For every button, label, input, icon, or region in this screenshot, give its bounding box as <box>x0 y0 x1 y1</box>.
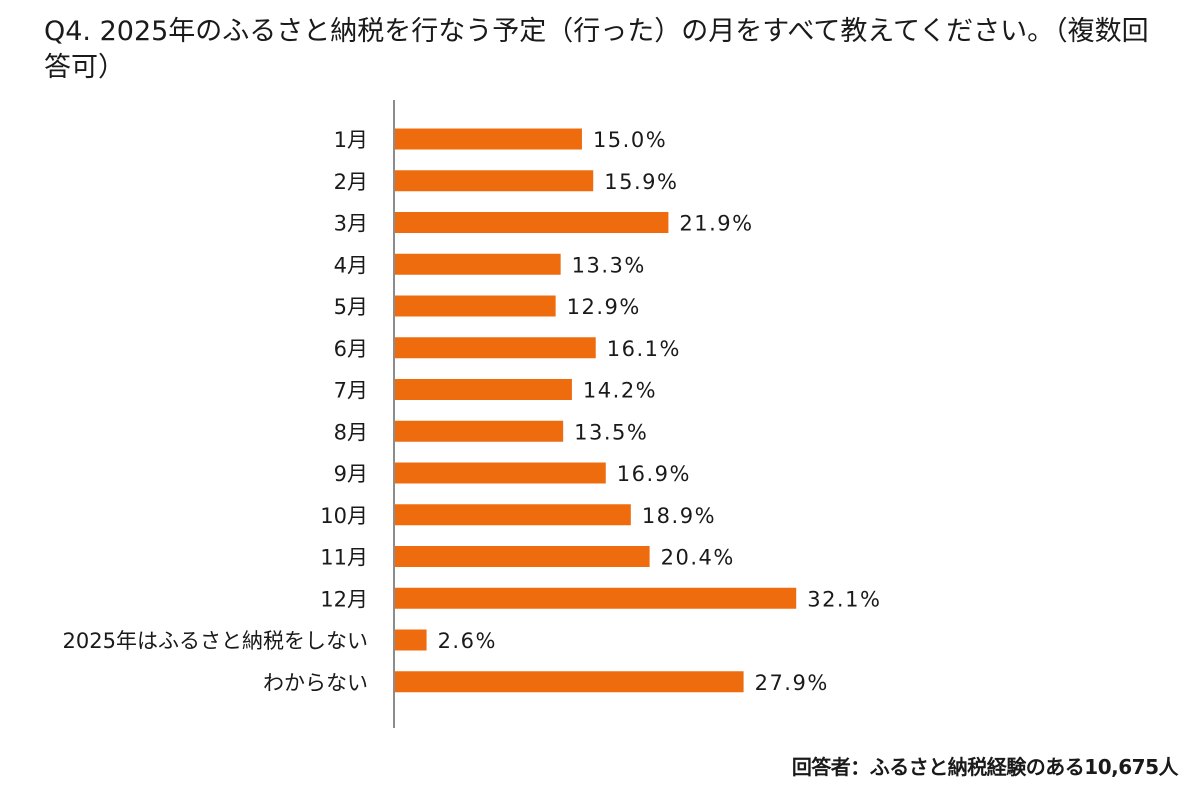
category-label: 8月 <box>334 420 368 444</box>
chart-title: Q4. 2025年のふるさと納税を行なう予定（行った）の月をすべて教えてください… <box>44 16 1149 83</box>
category-label: 5月 <box>334 295 368 319</box>
category-label: 12月 <box>320 587 368 611</box>
respondent-note: 回答者：ふるさと納税経験のある10,675人 <box>791 755 1179 779</box>
bar <box>394 212 669 233</box>
data-label: 18.9% <box>642 504 716 528</box>
category-label: 11月 <box>320 546 368 570</box>
category-label: 6月 <box>334 337 368 361</box>
bar <box>394 253 561 275</box>
data-label: 27.9% <box>755 671 829 695</box>
data-label: 12.9% <box>567 295 641 319</box>
data-label: 15.0% <box>593 128 667 152</box>
bar <box>394 170 594 192</box>
bar <box>394 629 427 651</box>
category-label: 2025年はふるさと納税をしない <box>63 629 368 653</box>
bar <box>394 379 572 400</box>
data-label: 13.3% <box>572 253 646 277</box>
category-label: わからない <box>263 671 368 695</box>
bar <box>394 504 631 526</box>
category-label: 9月 <box>334 462 368 486</box>
category-label: 4月 <box>334 253 368 277</box>
data-label: 16.9% <box>617 462 691 486</box>
data-label: 15.9% <box>604 170 678 194</box>
category-label: 1月 <box>334 128 368 152</box>
data-label: 32.1% <box>807 587 881 611</box>
bar <box>394 420 564 442</box>
category-label: 10月 <box>320 504 368 528</box>
data-label: 14.2% <box>583 379 657 403</box>
data-label: 13.5% <box>574 420 648 444</box>
category-label: 3月 <box>334 212 368 236</box>
data-label: 2.6% <box>438 629 497 653</box>
data-label: 16.1% <box>607 337 681 361</box>
bar <box>394 587 797 609</box>
data-label: 21.9% <box>679 212 753 236</box>
bar <box>394 295 556 317</box>
category-label: 2月 <box>334 170 368 194</box>
bar <box>394 671 744 693</box>
category-label: 7月 <box>334 379 368 403</box>
bar <box>394 128 582 150</box>
bar <box>394 337 596 359</box>
bar <box>394 462 606 484</box>
data-label: 20.4% <box>661 546 735 570</box>
bar <box>394 546 650 567</box>
